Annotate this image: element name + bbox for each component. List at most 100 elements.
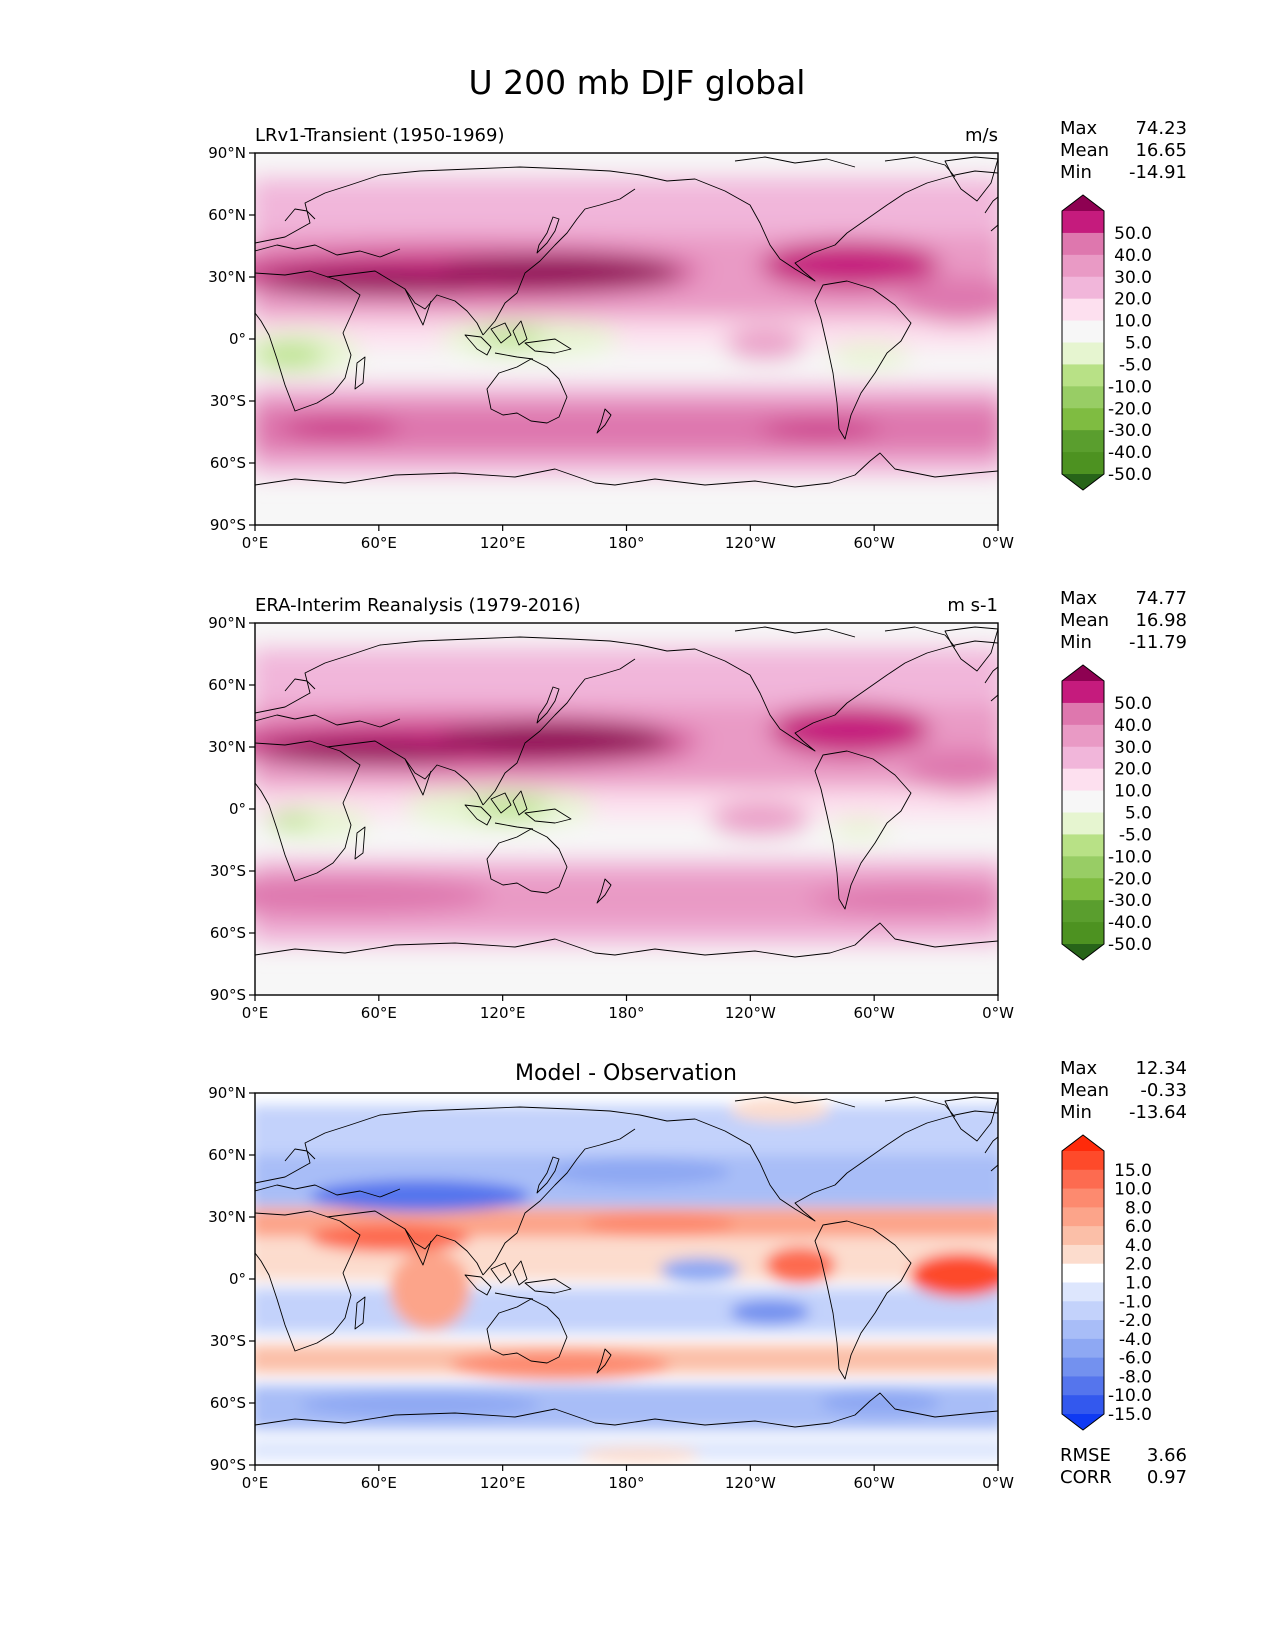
lon-tick-label: 0°W <box>982 534 1014 552</box>
panel-2-stat-mean-label: Mean <box>1060 610 1109 631</box>
colorbar-extend-max <box>1062 665 1104 681</box>
colorbar-tick-label: 10.0 <box>1114 782 1152 802</box>
colorbar-tick-label: -40.0 <box>1108 443 1152 463</box>
colorbar-tick-label: 30.0 <box>1114 268 1152 288</box>
colorbar-tick-label: 10.0 <box>1114 312 1152 332</box>
colorbar-segment <box>1062 768 1104 792</box>
colorbar-segment <box>1062 254 1104 278</box>
colorbar-tick-label: 40.0 <box>1114 716 1152 736</box>
lon-tick-label: 180° <box>608 1004 644 1022</box>
panel-3-stats: Max 12.34 Mean -0.33 Min -13.64 <box>1060 1058 1187 1123</box>
panel-3-stat-min-value: -13.64 <box>1129 1102 1187 1123</box>
lat-tick-label: 90°N <box>208 1084 246 1102</box>
panel-2-stat-max-label: Max <box>1060 588 1098 609</box>
colorbar-segment <box>1062 1357 1104 1377</box>
colorbar-segment <box>1062 900 1104 923</box>
panel-2: ERA-Interim Reanalysis (1979-2016) m s-1 <box>208 588 1187 1022</box>
lon-tick-label: 180° <box>608 1474 644 1492</box>
panel-1: LRv1-Transient (1950-1969) m/s <box>208 118 1187 552</box>
panel-3-metrics: RMSE 3.66 CORR 0.97 <box>1060 1445 1187 1488</box>
lat-tick-label: 60°N <box>208 676 246 694</box>
colorbar-segment <box>1062 856 1104 879</box>
lat-tick-label: 60°N <box>208 1146 246 1164</box>
lat-tick-label: 90°S <box>210 986 246 1004</box>
lat-tick-label: 0° <box>229 800 246 818</box>
panel-1-stat-max-value: 74.23 <box>1135 118 1187 139</box>
panel-3-colorbar: 15.010.08.06.04.02.01.0-1.0-2.0-4.0-6.0-… <box>1061 1134 1152 1431</box>
colorbar-tick-label: 8.0 <box>1125 1198 1152 1218</box>
colorbar-segment <box>1062 1301 1104 1321</box>
colorbar-tick-label: 2.0 <box>1125 1255 1152 1275</box>
panel-2-lon-axis: 0°E 60°E 120°E 180° 120°W 60°W 0°W <box>242 995 1014 1022</box>
colorbar-outline <box>1061 194 1105 491</box>
lon-tick-label: 120°E <box>480 1474 526 1492</box>
lon-tick-label: 60°W <box>853 1474 895 1492</box>
panel-3-stat-max-label: Max <box>1060 1058 1098 1079</box>
colorbar-extend-max <box>1062 195 1104 211</box>
panel-2-stats: Max 74.77 Mean 16.98 Min -11.79 <box>1060 588 1187 653</box>
colorbar-tick-label: -4.0 <box>1119 1330 1152 1350</box>
panel-1-units: m/s <box>965 125 998 146</box>
panel-1-lat-axis: 90°N 60°N 30°N 0° 30°S 60°S 90°S <box>208 144 255 534</box>
lat-tick-label: 30°S <box>210 1332 246 1350</box>
panel-2-colorbar: 50.040.030.020.010.05.0-5.0-10.0-20.0-30… <box>1061 664 1152 961</box>
colorbar-segment <box>1062 922 1104 945</box>
lon-tick-label: 60°W <box>853 1004 895 1022</box>
panel-2-units: m s-1 <box>947 595 998 616</box>
colorbar-tick-label: -2.0 <box>1119 1311 1152 1331</box>
colorbar-segment <box>1062 1282 1104 1302</box>
lat-tick-label: 0° <box>229 330 246 348</box>
panel-1-stats: Max 74.23 Mean 16.65 Min -14.91 <box>1060 118 1187 183</box>
panel-1-stat-min-value: -14.91 <box>1129 162 1187 183</box>
lon-tick-label: 0°E <box>242 1474 269 1492</box>
panel-1-title-left: LRv1-Transient (1950-1969) <box>255 125 504 146</box>
colorbar-tick-label: 40.0 <box>1114 246 1152 266</box>
colorbar-tick-label: -30.0 <box>1108 421 1152 441</box>
lon-tick-label: 60°W <box>853 534 895 552</box>
lat-tick-label: 0° <box>229 1270 246 1288</box>
colorbar-segment <box>1062 878 1104 901</box>
colorbar-extend-max <box>1062 1135 1104 1151</box>
colorbar-tick-label: -8.0 <box>1119 1367 1152 1387</box>
colorbar-segment <box>1062 746 1104 770</box>
lat-tick-label: 60°S <box>210 454 246 472</box>
panel-3-stat-mean-value: -0.33 <box>1140 1080 1187 1101</box>
lon-tick-label: 0°W <box>982 1004 1014 1022</box>
panel-3-lat-axis: 90°N 60°N 30°N 0° 30°S 60°S 90°S <box>208 1084 255 1474</box>
panel-3-lon-axis: 0°E 60°E 120°E 180° 120°W 60°W 0°W <box>242 1465 1014 1492</box>
colorbar-tick-label: 50.0 <box>1114 224 1152 244</box>
colorbar-segment <box>1062 298 1104 322</box>
lat-tick-label: 30°N <box>208 1208 246 1226</box>
colorbar-tick-label: -20.0 <box>1108 869 1152 889</box>
colorbar-tick-label: -10.0 <box>1108 377 1152 397</box>
lon-tick-label: 60°E <box>361 534 397 552</box>
lon-tick-label: 0°E <box>242 1004 269 1022</box>
lat-tick-label: 90°S <box>210 516 246 534</box>
lon-tick-label: 120°W <box>725 534 776 552</box>
colorbar-extend-min <box>1062 944 1104 960</box>
panel-1-lon-axis: 0°E 60°E 120°E 180° 120°W 60°W 0°W <box>242 525 1014 552</box>
colorbar-tick-label: 5.0 <box>1125 334 1152 354</box>
colorbar-tick-label: -10.0 <box>1108 1386 1152 1406</box>
lat-tick-label: 30°S <box>210 862 246 880</box>
panel-2-contour-field <box>255 623 998 995</box>
colorbar-tick-label: -1.0 <box>1119 1292 1152 1312</box>
panel-2-stat-min-label: Min <box>1060 632 1092 653</box>
colorbar-segment <box>1062 1188 1104 1208</box>
colorbar-tick-label: -50.0 <box>1108 465 1152 485</box>
panel-1-stat-mean-value: 16.65 <box>1135 140 1187 161</box>
colorbar-tick-label: -50.0 <box>1108 935 1152 955</box>
colorbar-segment <box>1062 430 1104 453</box>
colorbar-segment <box>1062 211 1104 234</box>
colorbar-tick-label: 10.0 <box>1114 1180 1152 1200</box>
panel-1-stat-max-label: Max <box>1060 118 1098 139</box>
corr-label: CORR <box>1060 1467 1112 1488</box>
colorbar-tick-label: 4.0 <box>1125 1236 1152 1256</box>
colorbar-segment <box>1062 790 1104 813</box>
figure-title: U 200 mb DJF global <box>469 63 806 102</box>
lon-tick-label: 120°E <box>480 534 526 552</box>
lon-tick-label: 60°E <box>361 1474 397 1492</box>
panel-3-contour-field <box>255 1093 998 1465</box>
panel-3-stat-mean-label: Mean <box>1060 1080 1109 1101</box>
